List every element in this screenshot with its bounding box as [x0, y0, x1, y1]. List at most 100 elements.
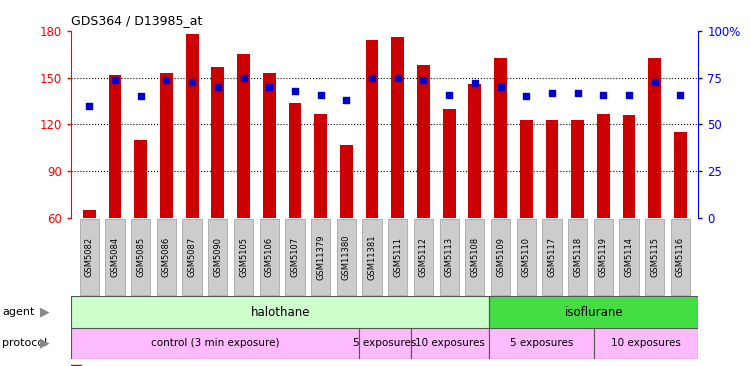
Bar: [674, 132, 687, 218]
Text: GSM5086: GSM5086: [162, 237, 171, 277]
Point: [392, 75, 404, 81]
Text: GSM5115: GSM5115: [650, 237, 659, 277]
Bar: [439, 219, 459, 295]
Text: GSM11381: GSM11381: [367, 234, 376, 280]
Point: [443, 92, 455, 97]
Text: GSM5110: GSM5110: [522, 237, 531, 277]
Text: agent: agent: [2, 307, 35, 317]
Bar: [411, 328, 490, 359]
Bar: [388, 219, 407, 295]
Point: [469, 81, 481, 86]
Point: [649, 79, 661, 85]
Bar: [645, 219, 665, 295]
Point: [572, 90, 584, 96]
Bar: [491, 219, 510, 295]
Text: GSM5116: GSM5116: [676, 237, 685, 277]
Bar: [160, 73, 173, 218]
Bar: [417, 66, 430, 218]
Text: GSM5105: GSM5105: [239, 237, 248, 277]
Point: [212, 84, 224, 90]
Text: GSM5084: GSM5084: [110, 237, 119, 277]
Text: GSM5112: GSM5112: [419, 237, 428, 277]
Bar: [490, 296, 698, 328]
Point: [161, 77, 173, 83]
Bar: [568, 219, 587, 295]
Bar: [182, 219, 202, 295]
Bar: [80, 219, 99, 295]
Point: [623, 92, 635, 97]
Bar: [597, 113, 610, 218]
Text: 5 exposures: 5 exposures: [353, 338, 417, 348]
Bar: [234, 219, 253, 295]
Text: 5 exposures: 5 exposures: [510, 338, 573, 348]
Point: [315, 92, 327, 97]
Text: GSM5108: GSM5108: [470, 237, 479, 277]
Bar: [212, 67, 225, 218]
Bar: [359, 328, 411, 359]
Text: GSM5109: GSM5109: [496, 237, 505, 277]
Bar: [157, 219, 176, 295]
Bar: [340, 145, 353, 218]
Bar: [465, 219, 484, 295]
Bar: [520, 120, 532, 218]
Text: GSM5114: GSM5114: [625, 237, 634, 277]
Point: [494, 84, 506, 90]
Point: [418, 77, 430, 83]
Bar: [285, 219, 305, 295]
Bar: [71, 296, 490, 328]
Text: GSM5090: GSM5090: [213, 237, 222, 277]
Text: halothane: halothane: [251, 306, 310, 318]
Text: ▶: ▶: [40, 306, 50, 318]
Bar: [109, 75, 122, 218]
Point: [264, 84, 276, 90]
Bar: [363, 219, 382, 295]
Bar: [185, 34, 198, 218]
Point: [520, 93, 532, 99]
Text: 10 exposures: 10 exposures: [415, 338, 485, 348]
Bar: [311, 219, 330, 295]
Point: [134, 93, 146, 99]
Bar: [572, 120, 584, 218]
Bar: [620, 219, 638, 295]
Bar: [594, 328, 698, 359]
Point: [597, 92, 609, 97]
Bar: [71, 328, 359, 359]
Bar: [442, 109, 456, 218]
Bar: [288, 103, 301, 218]
Text: GSM5082: GSM5082: [85, 237, 94, 277]
Point: [289, 88, 301, 94]
Point: [186, 79, 198, 85]
Bar: [648, 57, 661, 218]
Bar: [71, 365, 81, 366]
Bar: [260, 219, 279, 295]
Bar: [494, 57, 507, 218]
Text: control (3 min exposure): control (3 min exposure): [151, 338, 279, 348]
Text: GSM5111: GSM5111: [394, 237, 403, 277]
Bar: [366, 40, 379, 218]
Bar: [671, 219, 690, 295]
Text: GSM5119: GSM5119: [599, 237, 608, 277]
Bar: [336, 219, 356, 295]
Text: GSM5107: GSM5107: [291, 237, 300, 277]
Bar: [131, 219, 150, 295]
Text: GSM5118: GSM5118: [573, 237, 582, 277]
Text: GSM5117: GSM5117: [547, 237, 556, 277]
Point: [366, 75, 378, 81]
Bar: [391, 37, 404, 218]
Bar: [545, 120, 558, 218]
Bar: [237, 55, 250, 218]
Text: GSM11380: GSM11380: [342, 234, 351, 280]
Bar: [542, 219, 562, 295]
Text: GSM5106: GSM5106: [265, 237, 273, 277]
Bar: [83, 210, 96, 218]
Text: 10 exposures: 10 exposures: [611, 338, 681, 348]
Point: [83, 103, 95, 109]
Text: GSM5085: GSM5085: [136, 237, 145, 277]
Point: [674, 92, 686, 97]
Point: [546, 90, 558, 96]
Bar: [623, 115, 635, 218]
Text: GSM5113: GSM5113: [445, 237, 454, 277]
Bar: [105, 219, 125, 295]
Text: isoflurane: isoflurane: [565, 306, 623, 318]
Bar: [134, 140, 147, 218]
